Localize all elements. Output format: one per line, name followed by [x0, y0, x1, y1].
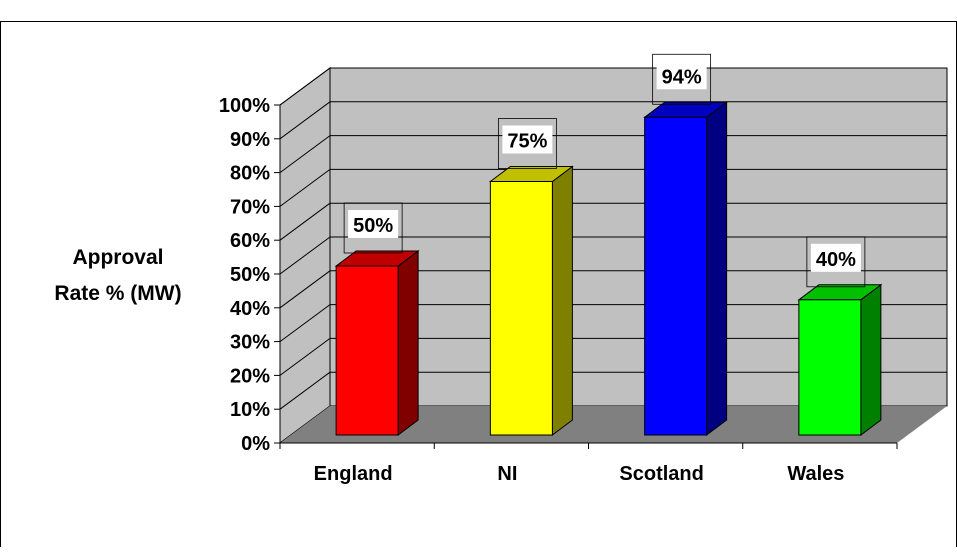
gridline-side — [279, 67, 331, 106]
bar-front — [489, 181, 553, 436]
bar-scotland — [643, 101, 729, 436]
data-label-bg — [810, 243, 861, 272]
y-tick-label: 0% — [241, 433, 270, 455]
x-tick-labels: England NI Scotland Wales — [314, 463, 845, 485]
data-label-bg — [502, 125, 553, 154]
gridline-side — [279, 168, 331, 207]
data-label-england: 50% — [343, 202, 403, 254]
y-tick-label: 20% — [230, 365, 270, 387]
x-tick-label: NI — [497, 463, 517, 485]
y-tick-labels: 0% 10% 20% 30% 40% 50% 60% 70% 80% 90% 100% — [219, 95, 270, 455]
data-label-text: 50% — [353, 215, 393, 237]
data-label-scotland: 94% — [652, 53, 712, 105]
bar-side — [706, 101, 728, 436]
gridline-side — [279, 304, 331, 343]
bar-wales — [797, 283, 883, 436]
bar-front — [798, 299, 862, 436]
y-axis-title: Approval Rate % (MW) — [54, 246, 181, 305]
data-label-bg — [348, 210, 399, 238]
bar-front — [644, 116, 708, 436]
y-tick-label: 40% — [230, 298, 270, 320]
x-tick-label: Scotland — [619, 463, 703, 485]
bar-side — [551, 165, 573, 436]
data-label-bg — [656, 61, 707, 90]
y-axis-title-line-2: Rate % (MW) — [54, 282, 181, 305]
y-tick-label: 100% — [219, 95, 270, 117]
bar-side — [397, 250, 419, 436]
bar-front — [335, 265, 399, 436]
bar-ni — [488, 165, 574, 436]
gridline-side — [279, 270, 331, 309]
gridline-side — [279, 101, 331, 140]
y-axis-title-line-1: Approval — [72, 246, 163, 269]
y-tick-label: 50% — [230, 264, 270, 286]
gridline-side — [279, 371, 331, 410]
y-tick-label: 70% — [230, 196, 270, 218]
data-label-box — [806, 236, 866, 288]
data-label-box — [652, 53, 712, 105]
axes — [274, 104, 898, 449]
y-tick-label: 30% — [230, 332, 270, 354]
x-tick-label: England — [314, 463, 393, 485]
data-label-text: 40% — [816, 249, 856, 271]
data-labels: 50% 75% 94% 40% — [343, 53, 866, 288]
gridline-side — [279, 202, 331, 241]
y-tick-label: 90% — [230, 129, 270, 151]
data-label-text: 94% — [662, 66, 702, 88]
x-tick-label: Wales — [787, 463, 844, 485]
y-tick-label: 10% — [230, 399, 270, 421]
data-label-wales: 40% — [806, 236, 866, 288]
data-label-box — [343, 202, 403, 254]
y-tick-label: 60% — [230, 230, 270, 252]
gridline-side — [279, 236, 331, 275]
y-tick-label: 80% — [230, 163, 270, 185]
chart-floor — [280, 406, 947, 443]
bar-england — [334, 250, 420, 436]
gridline-side — [279, 337, 331, 376]
gridline-side — [279, 135, 331, 174]
data-label-box — [497, 118, 557, 169]
data-label-ni: 75% — [497, 118, 557, 169]
bars — [334, 101, 883, 436]
floor-plane — [280, 406, 947, 443]
data-label-text: 75% — [507, 131, 547, 153]
bar-side — [860, 283, 882, 436]
